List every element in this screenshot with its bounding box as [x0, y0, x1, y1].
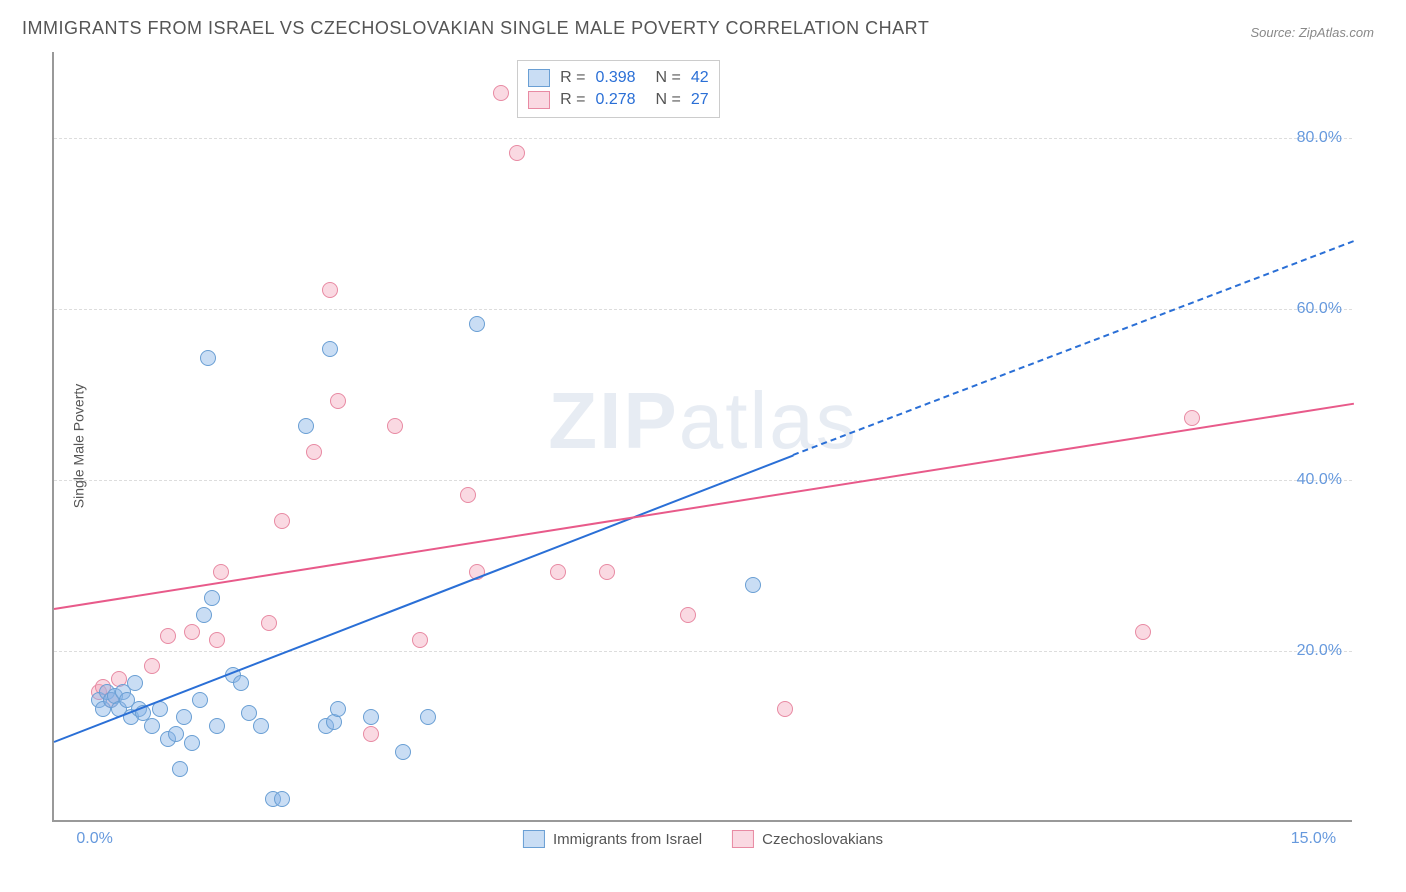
- source-attribution: Source: ZipAtlas.com: [1250, 25, 1374, 40]
- data-point-israel: [127, 675, 143, 691]
- data-point-israel: [209, 718, 225, 734]
- trendline-israel: [54, 454, 794, 742]
- data-point-israel: [395, 744, 411, 760]
- x-tick-label: 15.0%: [1291, 830, 1336, 848]
- data-point-czech: [599, 564, 615, 580]
- legend-n-value-czech: 27: [691, 91, 709, 109]
- chart-title: IMMIGRANTS FROM ISRAEL VS CZECHOSLOVAKIA…: [22, 18, 929, 39]
- gridline: [54, 651, 1352, 652]
- legend-n-label: N =: [656, 69, 681, 87]
- scatter-plot-area: ZIPatlas 20.0%40.0%60.0%80.0%0.0%15.0%R …: [52, 52, 1352, 822]
- data-point-israel: [241, 705, 257, 721]
- data-point-czech: [261, 615, 277, 631]
- data-point-israel: [363, 709, 379, 725]
- data-point-czech: [209, 632, 225, 648]
- legend-r-value-israel: 0.398: [595, 69, 635, 87]
- data-point-czech: [777, 701, 793, 717]
- data-point-israel: [745, 577, 761, 593]
- watermark-light: atlas: [679, 376, 858, 465]
- legend-r-label: R =: [560, 91, 585, 109]
- legend-row-czech: R = 0.278 N = 27: [528, 89, 709, 111]
- source-name: ZipAtlas.com: [1299, 25, 1374, 40]
- legend-r-value-czech: 0.278: [595, 91, 635, 109]
- legend-swatch-israel: [528, 69, 550, 87]
- gridline: [54, 480, 1352, 481]
- gridline: [54, 309, 1352, 310]
- data-point-czech: [213, 564, 229, 580]
- data-point-czech: [509, 145, 525, 161]
- data-point-israel: [298, 418, 314, 434]
- legend-item-israel: Immigrants from Israel: [523, 830, 702, 848]
- data-point-israel: [274, 791, 290, 807]
- gridline: [54, 138, 1352, 139]
- watermark-bold: ZIP: [548, 376, 678, 465]
- data-point-israel: [172, 761, 188, 777]
- data-point-israel: [200, 350, 216, 366]
- data-point-czech: [493, 85, 509, 101]
- data-point-israel: [233, 675, 249, 691]
- data-point-czech: [550, 564, 566, 580]
- data-point-czech: [1135, 624, 1151, 640]
- correlation-legend: R = 0.398 N = 42 R = 0.278 N = 27: [517, 60, 720, 118]
- data-point-czech: [1184, 410, 1200, 426]
- data-point-czech: [387, 418, 403, 434]
- data-point-czech: [412, 632, 428, 648]
- data-point-czech: [322, 282, 338, 298]
- watermark: ZIPatlas: [548, 375, 857, 467]
- source-prefix: Source:: [1250, 25, 1298, 40]
- data-point-czech: [160, 628, 176, 644]
- data-point-israel: [253, 718, 269, 734]
- y-tick-label: 20.0%: [1297, 642, 1342, 660]
- data-point-israel: [184, 735, 200, 751]
- data-point-czech: [144, 658, 160, 674]
- y-tick-label: 40.0%: [1297, 471, 1342, 489]
- y-tick-label: 60.0%: [1297, 300, 1342, 318]
- data-point-czech: [274, 513, 290, 529]
- data-point-israel: [192, 692, 208, 708]
- data-point-israel: [204, 590, 220, 606]
- data-point-israel: [330, 701, 346, 717]
- data-point-czech: [363, 726, 379, 742]
- data-point-israel: [420, 709, 436, 725]
- legend-label-czech: Czechoslovakians: [762, 831, 883, 848]
- data-point-israel: [196, 607, 212, 623]
- data-point-israel: [469, 316, 485, 332]
- data-point-israel: [168, 726, 184, 742]
- data-point-czech: [306, 444, 322, 460]
- legend-n-label: N =: [656, 91, 681, 109]
- y-tick-label: 80.0%: [1297, 129, 1342, 147]
- data-point-israel: [176, 709, 192, 725]
- legend-n-value-israel: 42: [691, 69, 709, 87]
- legend-r-label: R =: [560, 69, 585, 87]
- data-point-czech: [460, 487, 476, 503]
- x-tick-label: 0.0%: [76, 830, 112, 848]
- legend-swatch-israel: [523, 830, 545, 848]
- data-point-israel: [322, 341, 338, 357]
- trendline-czech: [54, 403, 1354, 610]
- legend-row-israel: R = 0.398 N = 42: [528, 67, 709, 89]
- legend-swatch-czech: [528, 91, 550, 109]
- trendline-israel-dashed: [793, 240, 1354, 456]
- legend-item-czech: Czechoslovakians: [732, 830, 883, 848]
- data-point-czech: [184, 624, 200, 640]
- legend-swatch-czech: [732, 830, 754, 848]
- data-point-czech: [330, 393, 346, 409]
- data-point-israel: [144, 718, 160, 734]
- series-legend: Immigrants from Israel Czechoslovakians: [523, 830, 883, 848]
- legend-label-israel: Immigrants from Israel: [553, 831, 702, 848]
- data-point-czech: [680, 607, 696, 623]
